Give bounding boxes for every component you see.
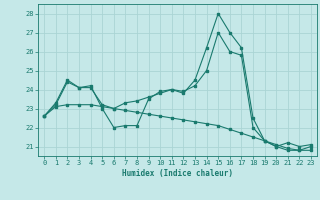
- X-axis label: Humidex (Indice chaleur): Humidex (Indice chaleur): [122, 169, 233, 178]
